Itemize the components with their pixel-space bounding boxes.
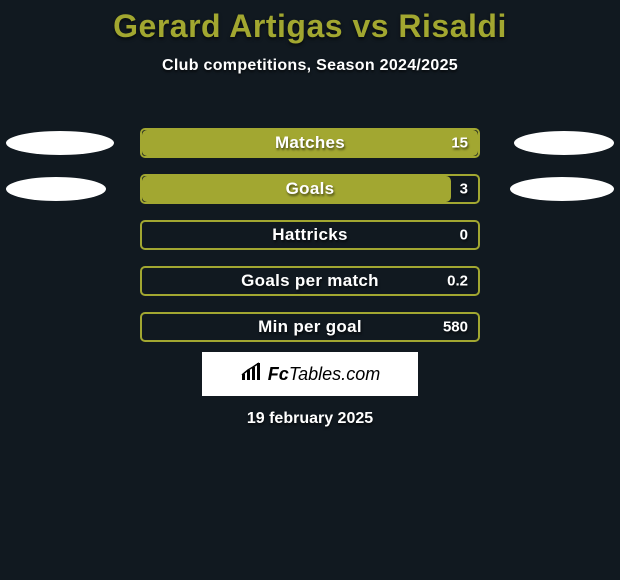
stats-region: Matches 15 Goals 3 Hattricks 0 Goals per match… — [0, 120, 620, 350]
bar-track: Matches 15 — [140, 128, 480, 158]
stat-row: Min per goal 580 — [0, 304, 620, 350]
stat-value: 0 — [460, 227, 468, 244]
logo-post: Tables.com — [289, 364, 380, 384]
bar-track: Goals 3 — [140, 174, 480, 204]
stat-row: Matches 15 — [0, 120, 620, 166]
left-ellipse — [6, 177, 106, 201]
stat-label: Goals — [286, 179, 335, 199]
stat-row: Goals 3 — [0, 166, 620, 212]
stat-label: Hattricks — [272, 225, 347, 245]
right-ellipse — [510, 177, 614, 201]
stat-row: Hattricks 0 — [0, 212, 620, 258]
left-ellipse — [6, 131, 114, 155]
bar-track: Min per goal 580 — [140, 312, 480, 342]
stat-value: 15 — [451, 135, 468, 152]
stat-value: 3 — [460, 181, 468, 198]
chart-icon — [240, 362, 264, 387]
date-line: 19 february 2025 — [0, 410, 620, 428]
stat-value: 580 — [443, 319, 468, 336]
logo-pre: Fc — [268, 364, 289, 384]
subtitle: Club competitions, Season 2024/2025 — [0, 57, 620, 75]
stat-label: Matches — [275, 133, 345, 153]
bar-track: Hattricks 0 — [140, 220, 480, 250]
bar-track: Goals per match 0.2 — [140, 266, 480, 296]
stat-label: Goals per match — [241, 271, 379, 291]
stat-row: Goals per match 0.2 — [0, 258, 620, 304]
logo-text: FcTables.com — [268, 364, 380, 385]
stat-label: Min per goal — [258, 317, 362, 337]
logo-box: FcTables.com — [202, 352, 418, 396]
right-ellipse — [514, 131, 614, 155]
stat-value: 0.2 — [447, 273, 468, 290]
page-title: Gerard Artigas vs Risaldi — [0, 0, 620, 45]
